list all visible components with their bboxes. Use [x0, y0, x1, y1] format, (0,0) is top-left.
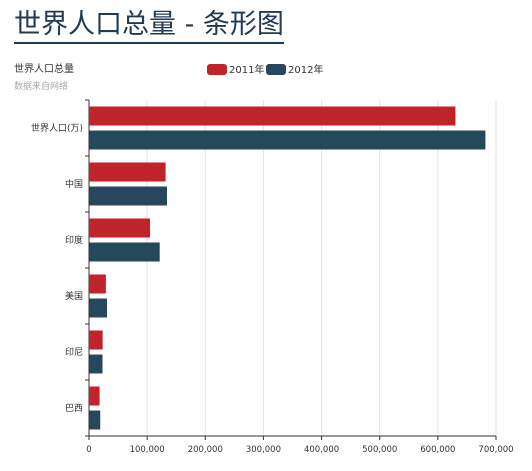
bar-2011年-2[interactable]: [89, 218, 151, 238]
bar-2011年-5[interactable]: [89, 386, 100, 406]
x-tick-label: 200,000: [188, 445, 223, 455]
chart-title: 世界人口总量: [14, 62, 74, 75]
x-tick-labels: 0 100,000 200,000 300,000 400,000 500,000 600,…: [86, 436, 514, 455]
bar-2012年-2[interactable]: [89, 242, 160, 262]
bar-2012年-0[interactable]: [89, 130, 486, 150]
bar-2011年-4[interactable]: [89, 330, 103, 350]
category-label: 中国: [65, 178, 83, 190]
page-title: 世界人口总量 - 条形图: [14, 8, 284, 44]
x-tick-label: 0: [86, 445, 91, 455]
category-label: 美国: [65, 290, 83, 302]
x-tick-label: 700,000: [478, 445, 513, 455]
grid-lines: [146, 100, 497, 436]
chart-container: 世界人口(万) 中国印度美国印尼巴西 0 100,000 200,000 300,000…: [0, 52, 532, 471]
legend-item-2011[interactable]: 2011年: [207, 63, 264, 76]
bar-2012年-4[interactable]: [89, 354, 103, 374]
legend-swatch-2012: [266, 64, 286, 75]
legend: 2011年 2012年: [207, 63, 323, 76]
bar-2012年-1[interactable]: [89, 186, 167, 206]
legend-label-2011: 2011年: [229, 63, 264, 76]
category-label: 印尼: [65, 346, 83, 358]
legend-swatch-2011: [207, 64, 227, 75]
category-label: 世界人口(万): [31, 122, 83, 134]
bar-2012年-3[interactable]: [89, 298, 108, 318]
legend-label-2012: 2012年: [288, 63, 323, 76]
x-tick-label: 500,000: [362, 445, 397, 455]
bar-2011年-0[interactable]: [89, 106, 456, 126]
x-tick-label: 300,000: [246, 445, 281, 455]
chart-subtitle: 数据来自网络: [14, 80, 68, 92]
bar-2011年-3[interactable]: [89, 274, 106, 294]
category-label: 印度: [65, 234, 83, 246]
legend-item-2012[interactable]: 2012年: [266, 63, 323, 76]
bars: [89, 106, 486, 430]
x-tick-label: 100,000: [130, 445, 165, 455]
bar-2011年-1[interactable]: [89, 162, 166, 182]
x-tick-label: 600,000: [420, 445, 455, 455]
category-label: 巴西: [65, 403, 83, 414]
bar-2012年-5[interactable]: [89, 410, 101, 430]
category-ticks: [85, 99, 89, 437]
x-tick-label: 400,000: [304, 445, 339, 455]
